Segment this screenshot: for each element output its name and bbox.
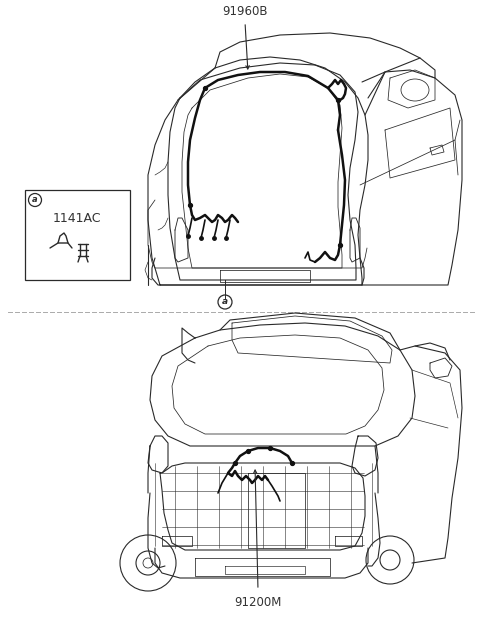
Bar [25, 190, 130, 280]
Circle shape [143, 558, 153, 568]
Text: a: a [32, 196, 38, 204]
Circle shape [366, 536, 414, 584]
Text: 1141AC: 1141AC [53, 211, 101, 224]
Text: 91200M: 91200M [234, 596, 282, 609]
Text: 91960B: 91960B [222, 5, 268, 18]
Circle shape [120, 535, 176, 591]
Circle shape [136, 551, 160, 575]
Circle shape [380, 550, 400, 570]
Text: a: a [222, 298, 228, 307]
